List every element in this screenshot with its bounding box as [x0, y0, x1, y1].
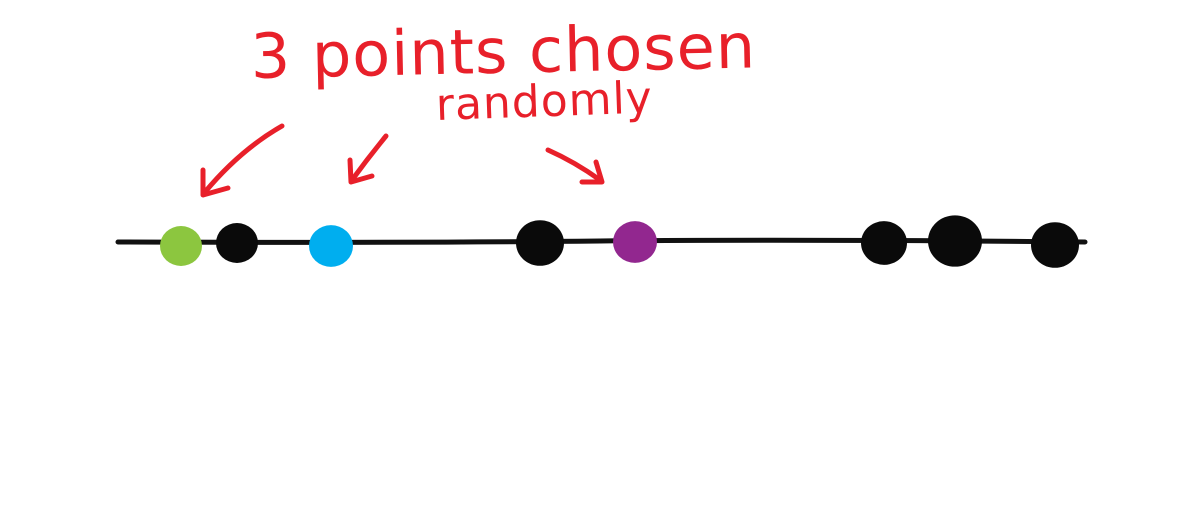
point-purple — [613, 221, 657, 263]
point-black — [216, 223, 258, 263]
arrow-to-blue-point — [347, 133, 389, 185]
point-black — [1031, 222, 1079, 268]
annotation-subtitle: randomly — [435, 72, 654, 131]
point-black — [516, 220, 564, 266]
point-green — [160, 226, 202, 266]
arrow-to-purple-point — [545, 147, 605, 185]
number-line — [115, 237, 1088, 245]
point-black — [861, 221, 907, 265]
arrow-to-green-point — [200, 123, 285, 198]
point-blue — [309, 225, 353, 267]
point-black — [928, 215, 982, 267]
points-layer — [160, 215, 1079, 268]
